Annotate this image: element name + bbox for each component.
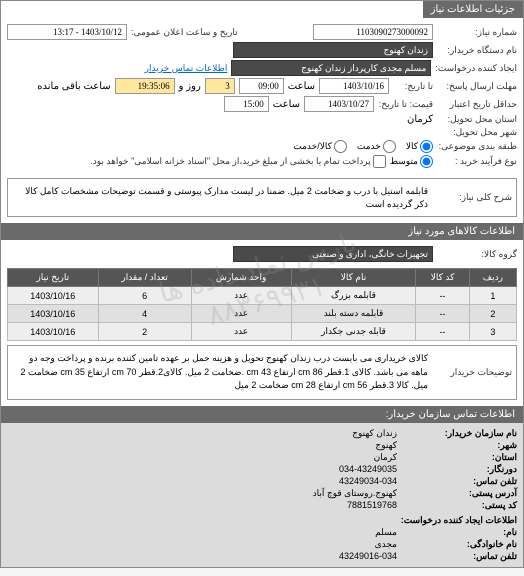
time2-input[interactable] [224, 96, 269, 112]
contact-section-title: اطلاعات تماس سازمان خریدار: [1, 406, 523, 423]
c-fax: 034-43249035 [339, 464, 397, 475]
c-family: مجدی [375, 539, 397, 550]
group-input[interactable] [233, 246, 433, 262]
validity-date-input[interactable] [304, 96, 374, 112]
radio-goods-service[interactable]: کالا/خدمت [293, 140, 347, 153]
time1-input[interactable] [239, 78, 284, 94]
c-org: زندان کهنوج [352, 428, 397, 439]
page-title: جزئیات اطلاعات نیاز [423, 1, 523, 18]
validity-to-label: قیمت: تا تاریخ: [378, 99, 433, 110]
goods-section-title: اطلاعات کالاهای مورد نیاز [1, 223, 523, 240]
deadline-to-label: تا تاریخ: [393, 81, 433, 92]
c-fax-label: دورنگار: [397, 464, 517, 475]
c-creator-title: اطلاعات ایجاد کننده درخواست: [401, 515, 517, 526]
radio-mid[interactable]: متوسط [390, 155, 433, 168]
c-tel-label: تلفن تماس: [397, 551, 517, 562]
th-row: ردیف [469, 269, 516, 287]
c-city: کهنوج [375, 440, 397, 451]
radio-mid-input[interactable] [420, 155, 433, 168]
deadline-label: مهلت ارسال پاسخ: [437, 81, 517, 92]
deadline-date-input[interactable] [319, 78, 389, 94]
desc-label: توضیحات خریدار [432, 366, 512, 380]
days-input[interactable] [205, 78, 235, 94]
c-postal-label: کد پستی: [397, 500, 517, 511]
th-name: نام کالا [291, 269, 416, 287]
payment-check[interactable]: پرداخت تمام یا بخشی از مبلغ خرید،از محل … [90, 155, 385, 168]
validity-label: حداقل تاریخ اعتبار [437, 99, 517, 110]
remain-time-input[interactable] [115, 78, 175, 94]
radio-service-input[interactable] [383, 140, 396, 153]
delivery-state-value: کرمان [407, 114, 433, 125]
buyer-org-label: نام دستگاه خریدار: [437, 45, 517, 56]
group-label: گروه کالا: [437, 249, 517, 260]
c-postal: 7881519768 [347, 500, 397, 511]
table-row: 3 -- قابله جدنی جکدار عدد 2 1403/10/16 [8, 323, 517, 341]
c-phone: 43249034-034 [339, 476, 397, 487]
announce-input[interactable] [7, 24, 127, 40]
announce-label: تاریخ و ساعت اعلان عمومی: [131, 27, 238, 38]
th-unit: واحد شمارش [191, 269, 291, 287]
th-qty: تعداد / مقدار [98, 269, 191, 287]
radio-goods-input[interactable] [420, 140, 433, 153]
c-org-label: نام سازمان خریدار: [397, 428, 517, 439]
contact-link[interactable]: اطلاعات تماس خریدار [145, 63, 228, 74]
process-label: نوع فرآیند خرید : [437, 156, 517, 167]
radio-goods-service-input[interactable] [334, 140, 347, 153]
c-tel: 43249016-034 [339, 551, 397, 562]
c-family-label: نام خانوادگی: [397, 539, 517, 550]
c-address-label: آدرس پستی: [397, 488, 517, 499]
c-name: مسلم [375, 527, 397, 538]
need-number-input[interactable] [313, 24, 433, 40]
payment-checkbox[interactable] [373, 155, 386, 168]
days-and-label: روز و [179, 81, 201, 92]
need-number-label: شماره نیاز: [437, 27, 517, 38]
c-city-label: شهر: [397, 440, 517, 451]
desc-text: کالای خریداری می بایست درب زندان کهنوج ت… [12, 352, 428, 393]
remain-label: ساعت باقی مانده [37, 81, 110, 92]
c-state: کرمان [374, 452, 397, 463]
time-label-2: ساعت [273, 99, 300, 110]
subject-label: طبقه بندی موضوعی: [437, 141, 517, 152]
creator-input[interactable] [231, 60, 431, 76]
delivery-city-label: شهر محل تحویل: [437, 127, 517, 138]
th-code: کد کالا [416, 269, 469, 287]
th-date: تاریخ نیاز [8, 269, 99, 287]
time-label-1: ساعت [288, 81, 315, 92]
radio-goods[interactable]: کالا [406, 140, 433, 153]
general-desc-label: شرح کلی نیاز: [432, 192, 512, 203]
radio-service[interactable]: خدمت [357, 140, 396, 153]
c-name-label: نام: [397, 527, 517, 538]
creator-label: ایجاد کننده درخواست: [435, 63, 517, 74]
buyer-org-input[interactable] [233, 42, 433, 58]
general-desc-text: قابلمه استیل با درب و ضخامت 2 میل. ضمنا … [12, 185, 428, 210]
c-phone-label: تلفن تماس: [397, 476, 517, 487]
c-address: کهنوج.روستای قوچ آباد [313, 488, 397, 499]
c-state-label: استان: [397, 452, 517, 463]
goods-table: ردیف کد کالا نام کالا واحد شمارش تعداد /… [7, 268, 517, 341]
table-row: 2 -- قابلمه دسته بلند عدد 4 1403/10/16 [8, 305, 517, 323]
delivery-state-label: استان محل تحویل: [437, 114, 517, 125]
table-row: 1 -- قابلمه بزرگ عدد 6 1403/10/16 [8, 287, 517, 305]
